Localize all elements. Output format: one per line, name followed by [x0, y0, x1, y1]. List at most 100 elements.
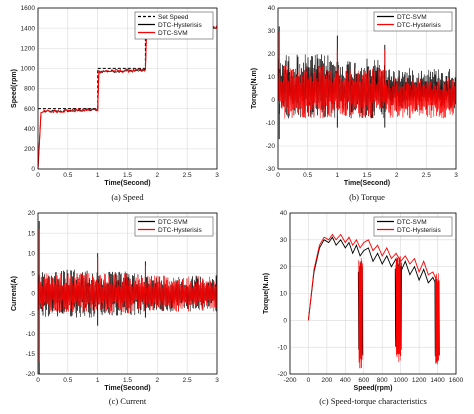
y-tick-label: 1200 [21, 45, 36, 52]
y-axis-label: Torque(N.m) [251, 68, 258, 109]
x-tick-label: 2.5 [183, 377, 192, 384]
plot-frame [289, 212, 457, 375]
x-tick-label: 200 [321, 377, 332, 384]
y-tick-label: 20 [268, 51, 276, 58]
y-tick-label: 1000 [21, 66, 36, 73]
figure-caption: (a) Speed [111, 192, 144, 202]
x-tick-label: 2 [156, 377, 160, 384]
y-tick-label: -10 [266, 120, 276, 127]
y-tick-label: 200 [24, 146, 35, 153]
y-tick-label: 10 [268, 74, 276, 81]
x-tick-label: 3 [215, 377, 219, 384]
x-tick-label: 0 [36, 172, 40, 179]
y-tick-label: 400 [24, 126, 35, 133]
y-tick-label: -20 [26, 371, 36, 378]
x-axis-label: Speed(rpm) [354, 385, 393, 392]
y-tick-label: 30 [280, 237, 288, 244]
y-tick-label: 10 [280, 291, 288, 298]
x-tick-label: 0 [307, 377, 311, 384]
legend-label: DTC-Hysterisis [158, 22, 202, 29]
y-tick-label: 10 [28, 250, 36, 257]
series-dtc-hysterisis-oscillation [358, 257, 363, 369]
legend-label: Set Speed [158, 14, 189, 21]
series-dtc-hysterisis [38, 273, 217, 314]
x-tick-label: 1600 [449, 377, 464, 384]
y-tick-label: 0 [31, 166, 35, 173]
legend-label: DTC-SVM [397, 219, 427, 226]
x-tick-label: -200 [283, 377, 296, 384]
x-tick-label: 1 [336, 172, 340, 179]
y-tick-label: 1600 [21, 5, 36, 12]
series-dtc-hysterisis [307, 233, 439, 321]
x-tick-label: 2.5 [183, 172, 192, 179]
x-tick-label: 1 [96, 377, 100, 384]
legend-label: DTC-SVM [397, 14, 427, 21]
x-tick-label: 3 [215, 172, 219, 179]
y-tick-label: 600 [24, 106, 35, 113]
y-axis-label: Speed(rpm) [11, 69, 18, 108]
y-tick-label: -30 [266, 166, 276, 173]
y-tick-label: 20 [280, 264, 288, 271]
y-tick-label: 800 [24, 86, 35, 93]
y-tick-label: 30 [268, 28, 276, 35]
x-axis-label: Time(Second) [344, 180, 390, 187]
figure-caption: (b) Torque [349, 192, 385, 202]
x-tick-label: 2 [395, 172, 399, 179]
y-tick-label: -15 [26, 351, 36, 358]
x-tick-label: 0.5 [63, 377, 72, 384]
y-tick-label: -10 [26, 331, 36, 338]
x-tick-label: 600 [358, 377, 369, 384]
series-dtc-hysterisis-oscillation [435, 273, 440, 365]
series-dtc-svm [307, 236, 439, 321]
y-tick-label: 1400 [21, 25, 36, 32]
chart-panel-2: 0 0.5 1 1.5 2 2.5 3 -30 -20 -10 0 10 20 30 40 Time(Seco… [251, 5, 458, 202]
legend-label: DTC-SVM [158, 30, 188, 37]
y-axis-label: Current(A) [11, 276, 18, 311]
x-tick-label: 2 [156, 172, 160, 179]
series-dtc-hysterisis [278, 65, 456, 119]
x-tick-label: 3 [454, 172, 458, 179]
x-tick-label: 1.5 [123, 377, 132, 384]
x-tick-label: 1000 [393, 377, 408, 384]
chart-panel-1: 0 0.5 1 1.5 2 2.5 3 0 200 400 600 800 1000 1200 1400 16… [11, 5, 219, 202]
legend-label: DTC-Hysterisis [397, 22, 441, 29]
y-tick-label: 0 [283, 318, 287, 325]
x-tick-label: 1.5 [123, 172, 132, 179]
y-tick-label: 0 [31, 291, 35, 298]
legend-label: DTC-Hysterisis [397, 227, 441, 234]
x-tick-label: 1 [96, 172, 100, 179]
y-tick-label: 15 [28, 230, 36, 237]
series-dtc-hysterisis-oscillation [395, 256, 401, 363]
figure-caption: (c) Current [109, 396, 147, 406]
y-tick-label: -20 [278, 371, 288, 378]
chart-panel-3: 0 0.5 1 1.5 2 2.5 3 -20 -15 -10 -5 0 5 10 15 20 Time(Sec… [11, 210, 219, 406]
legend-label: DTC-SVM [158, 219, 188, 226]
plot-content [278, 26, 456, 140]
x-axis-label: Time(Second) [104, 180, 150, 187]
chart-panel-4: -200 0 200 400 600 800 1000 1200 1400 1600 -20 -10 0… [263, 210, 464, 406]
y-tick-label: 0 [271, 97, 275, 104]
plot-frame [37, 212, 218, 375]
x-tick-label: 1400 [430, 377, 445, 384]
plot-frame [277, 7, 457, 170]
legend-box [134, 11, 214, 40]
legend-label: DTC-Hysterisis [158, 227, 202, 234]
x-tick-label: 0.5 [63, 172, 72, 179]
figure-caption: (c) Speed-torque characteristics [319, 396, 427, 406]
y-tick-label: -10 [278, 344, 288, 351]
x-tick-label: 800 [377, 377, 388, 384]
x-tick-label: 1.5 [362, 172, 371, 179]
y-tick-label: -5 [29, 311, 35, 318]
x-tick-label: 0 [276, 172, 280, 179]
plot-frame [37, 7, 218, 170]
plot-content [307, 233, 440, 369]
y-tick-label: 20 [28, 210, 36, 217]
y-tick-label: -20 [266, 143, 276, 150]
y-tick-label: 40 [268, 5, 276, 12]
y-tick-label: 40 [280, 210, 288, 217]
y-tick-label: 5 [31, 271, 35, 278]
x-tick-label: 400 [340, 377, 351, 384]
x-tick-label: 0.5 [303, 172, 312, 179]
x-tick-label: 1200 [412, 377, 427, 384]
